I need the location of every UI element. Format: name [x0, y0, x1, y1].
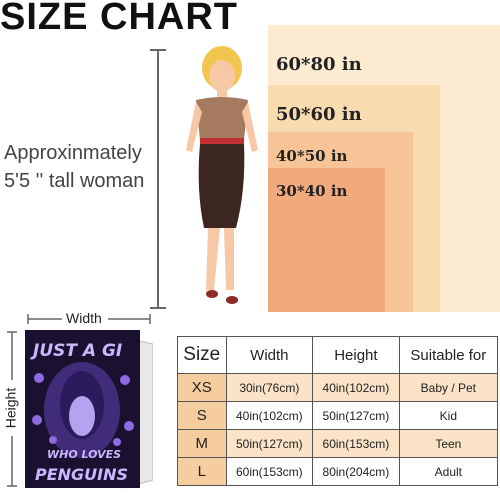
table-cell: L: [177, 457, 227, 486]
header-cell: Height: [312, 336, 400, 374]
table-cell: 80in(204cm): [312, 457, 400, 486]
height-label: Height: [3, 388, 19, 429]
model-note: 5'5 '' tall woman: [4, 170, 145, 192]
table-cell: 50in(127cm): [225, 429, 314, 458]
table-cell: S: [177, 401, 227, 430]
table-cell: Kid: [398, 401, 499, 430]
print-text: JUST A GI: [30, 341, 122, 361]
table-row: S 40in(102cm) 50in(127cm) Kid: [177, 401, 499, 430]
table-cell: XS: [177, 373, 227, 402]
size-label: 50*60 in: [276, 104, 362, 125]
table-cell: 30in(76cm): [225, 373, 314, 402]
title: SIZE CHART: [0, 0, 238, 38]
table-cell: 50in(127cm): [312, 401, 400, 430]
header-cell: Suitable for: [398, 336, 499, 374]
table-cell: Adult: [398, 457, 499, 486]
table-cell: 60in(153cm): [312, 429, 400, 458]
table-cell: M: [177, 429, 227, 458]
table-cell: 40in(102cm): [225, 401, 314, 430]
height-ruler: [150, 49, 166, 309]
header-row: Size Width Height Suitable for: [177, 336, 499, 374]
header-cell: Width: [225, 336, 314, 374]
table-row: XS 30in(76cm) 40in(102cm) Baby / Pet: [177, 373, 499, 402]
table-row: M 50in(127cm) 60in(153cm) Teen: [177, 429, 499, 458]
print-text: PENGUINS: [35, 465, 128, 484]
size-30x40: [268, 168, 385, 312]
size-table: Size Width Height Suitable for XS 30in(76cm)…: [177, 336, 499, 486]
table-cell: 60in(153cm): [225, 457, 314, 486]
table-cell: 40in(102cm): [312, 373, 400, 402]
width-ruler: [27, 314, 151, 324]
print-text: WHO LOVES: [47, 448, 121, 461]
header-cell: Size: [177, 336, 227, 374]
size-label: 60*80 in: [276, 54, 362, 75]
size-label: 40*50 in: [276, 147, 348, 165]
width-label: Width: [66, 310, 102, 326]
table-cell: Teen: [398, 429, 499, 458]
model-note: Approxinmately: [4, 142, 142, 164]
blanket: JUST A GI WHO LOVES PENGUINS: [25, 330, 153, 489]
table-row: L 60in(153cm) 80in(204cm) Adult: [177, 457, 499, 486]
illustration: [27, 25, 500, 324]
woman: [186, 46, 258, 304]
table-cell: Baby / Pet: [398, 373, 499, 402]
height-ruler: Height: [3, 331, 19, 487]
size-label: 30*40 in: [276, 182, 348, 200]
